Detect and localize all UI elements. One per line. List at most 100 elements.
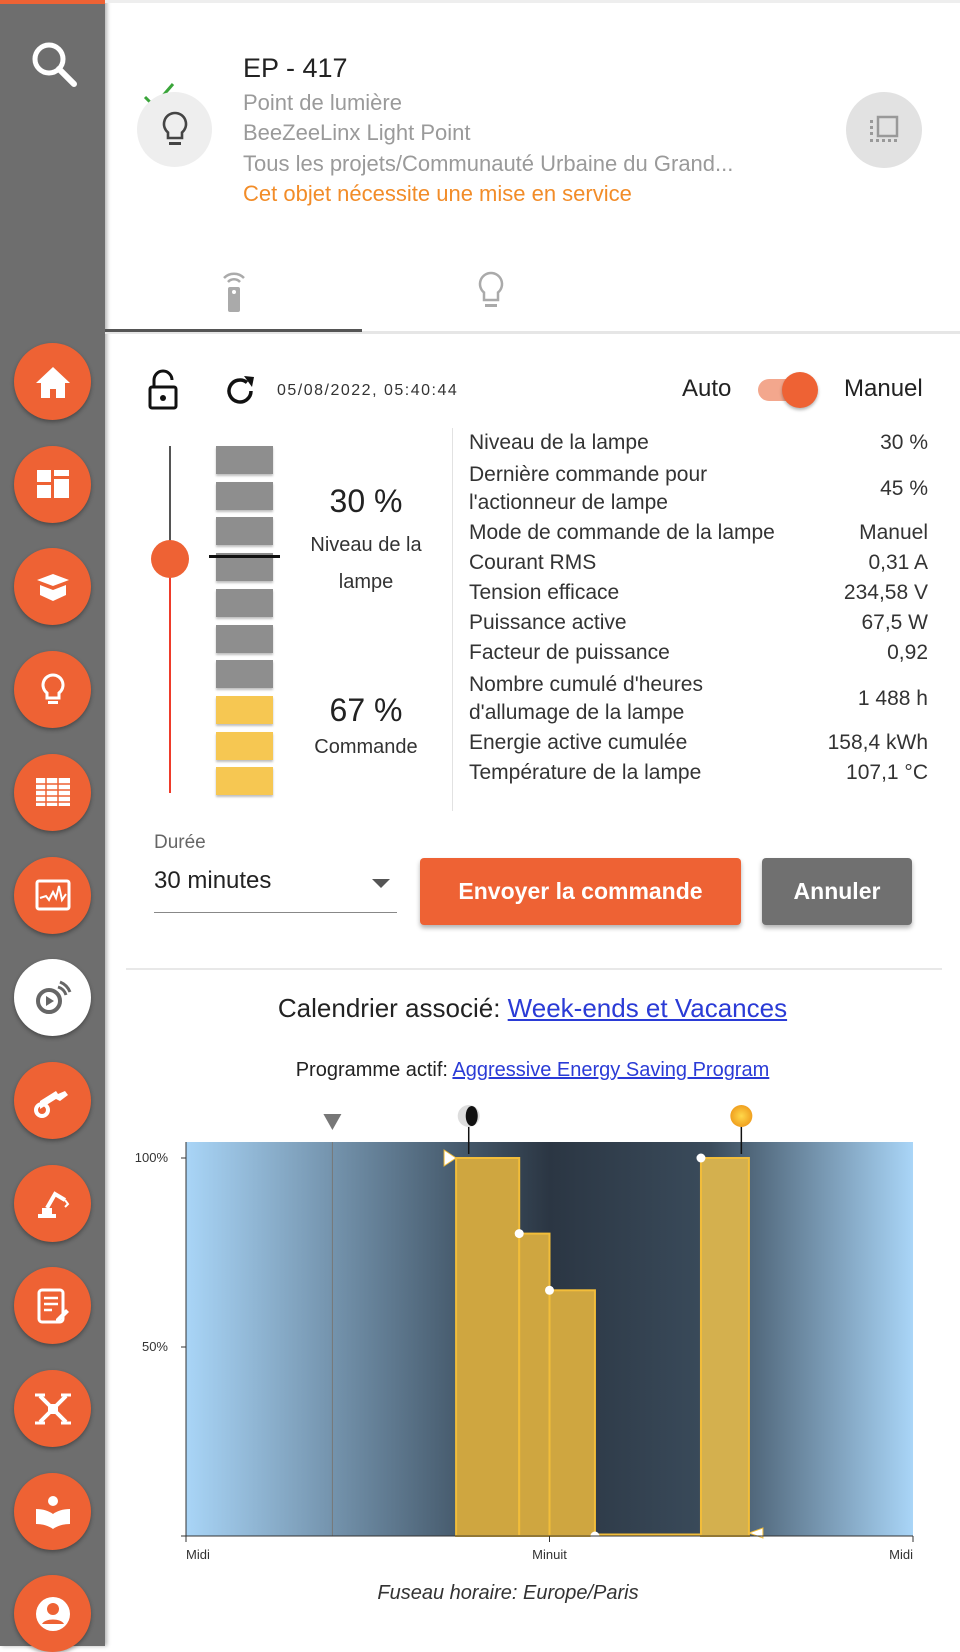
measure-row: Température de la lampe 107,1 °C — [469, 759, 928, 787]
measure-row: Energie active cumulée 158,4 kWh — [469, 729, 928, 757]
level-bar-segment — [216, 517, 273, 546]
measure-row: Niveau de la lampe 30 % — [469, 429, 928, 457]
command-value: 67 % — [329, 692, 403, 728]
lamp-level-value: 30 % — [329, 483, 403, 519]
program-label: Programme actif: — [295, 1059, 453, 1081]
sidebar — [0, 0, 105, 1652]
measure-value: 234,58 V — [843, 581, 928, 604]
send-command-button[interactable]: Envoyer la commande — [420, 858, 741, 925]
schedule-point — [696, 1153, 706, 1163]
y-tick-label: 50% — [142, 1339, 168, 1354]
device-model: BeeZeeLinx Light Point — [243, 120, 471, 145]
unlock-icon[interactable] — [145, 369, 181, 411]
lightbulb-icon — [41, 673, 64, 704]
drone-icon — [34, 1393, 71, 1424]
sidebar-item-account[interactable] — [14, 1575, 91, 1652]
sidebar-item-lightbulb[interactable] — [14, 651, 91, 729]
sidebar-item-remote-control[interactable] — [14, 959, 91, 1037]
schedule-point — [514, 1229, 524, 1239]
active-tab-indicator — [105, 329, 362, 332]
slider-thumb[interactable] — [151, 540, 189, 578]
measure-label: Energie active cumulée — [469, 731, 688, 754]
measure-value: 158,4 kWh — [827, 731, 928, 754]
duration-select[interactable]: 30 minutes — [154, 867, 397, 913]
account-icon — [35, 1596, 70, 1631]
sun-icon — [730, 1105, 753, 1127]
lightbulb-icon — [478, 271, 503, 307]
main-panel: EP - 417 Point de lumière BeeZeeLinx Lig… — [105, 0, 960, 1646]
remote-control-icon — [222, 272, 245, 312]
measure-value: 1 488 h — [857, 687, 928, 710]
measure-label: Tension efficace — [469, 581, 620, 604]
measure-row: Mode de commande de la lampe Manuel — [469, 519, 928, 547]
refresh-icon[interactable] — [222, 373, 258, 409]
schedule-step — [699, 1157, 750, 1537]
tabs-divider — [105, 331, 960, 334]
measure-row: Facteur de puissance 0,92 — [469, 639, 928, 667]
search-button[interactable] — [28, 38, 80, 90]
sidebar-item-chart-monitor[interactable] — [14, 856, 91, 934]
remote-control-icon — [35, 980, 71, 1014]
level-bar-segment — [216, 624, 273, 653]
cancel-button[interactable]: Annuler — [762, 858, 912, 925]
slider-track — [169, 446, 171, 559]
measure-value: Manuel — [859, 521, 928, 544]
chart-footer: Fuseau horaire: Europe/Paris — [377, 1582, 638, 1604]
schedule-step — [455, 1157, 521, 1537]
measure-row: Tension efficace 234,58 V — [469, 579, 928, 607]
marker-triangle-icon — [323, 1114, 342, 1130]
lamp-level-slider[interactable] — [150, 446, 190, 793]
device-details-button[interactable] — [846, 92, 922, 168]
device-title: EP - 417 — [243, 53, 348, 83]
sidebar-accent-bar — [0, 0, 105, 4]
sidebar-item-report-edit[interactable] — [14, 1267, 91, 1345]
box-icon — [36, 573, 69, 601]
mode-manual-label: Manuel — [844, 375, 923, 402]
measure-value: 107,1 °C — [846, 761, 928, 784]
measure-label: Facteur de puissance — [469, 641, 670, 664]
duration-value: 30 minutes — [154, 867, 272, 894]
level-bar-segment — [216, 481, 273, 510]
sidebar-item-home[interactable] — [14, 343, 91, 420]
schedule-step — [518, 1232, 551, 1537]
command-label: Commande — [314, 736, 418, 758]
section-divider — [126, 968, 942, 970]
tab-remote-control[interactable] — [105, 253, 362, 329]
schedule-step — [548, 1289, 596, 1537]
measure-value: 0,31 A — [868, 551, 928, 574]
measure-row: Courant RMS 0,31 A — [469, 549, 928, 577]
wrench-icon — [33, 1091, 68, 1119]
measure-value: 30 % — [880, 431, 928, 454]
x-tick-label: Minuit — [532, 1547, 567, 1562]
level-bar-segment — [216, 731, 273, 760]
calendar-link[interactable]: Week-ends et Vacances — [507, 993, 788, 1023]
chevron-down-icon — [372, 879, 390, 888]
sidebar-item-wrench[interactable] — [14, 1061, 91, 1139]
report-edit-icon — [37, 1288, 69, 1324]
panel-divider — [452, 428, 453, 811]
duration-label: Durée — [154, 832, 206, 853]
x-tick-label: Midi — [186, 1547, 210, 1562]
measure-row: Nombre cumulé d'heures d'allumage de la … — [469, 671, 928, 727]
level-bar-segment — [216, 660, 273, 689]
mode-toggle[interactable] — [758, 372, 818, 408]
book-user-icon — [35, 1496, 70, 1530]
robot-arm-icon — [37, 1191, 69, 1219]
measure-row: Dernière commande pour l'actionneur de l… — [469, 461, 928, 517]
sidebar-item-drone[interactable] — [14, 1370, 91, 1447]
level-bar-segment — [216, 695, 273, 724]
level-bar-segment — [216, 767, 273, 796]
sidebar-item-table[interactable] — [14, 753, 91, 831]
sidebar-item-robot-arm[interactable] — [14, 1164, 91, 1242]
program-link[interactable]: Aggressive Energy Saving Program — [452, 1059, 770, 1081]
sidebar-item-box[interactable] — [14, 548, 91, 626]
measure-label: Mode de commande de la lampe — [469, 521, 775, 544]
sidebar-item-dashboard[interactable] — [14, 445, 91, 523]
tab-lamp[interactable] — [362, 253, 619, 329]
measure-value: 45 % — [880, 477, 928, 500]
search-icon — [32, 42, 77, 87]
x-tick-label: Midi — [889, 1547, 913, 1562]
schedule-point — [545, 1285, 554, 1295]
measure-label: Température de la lampe — [469, 761, 702, 784]
sidebar-item-book-user[interactable] — [14, 1472, 91, 1550]
